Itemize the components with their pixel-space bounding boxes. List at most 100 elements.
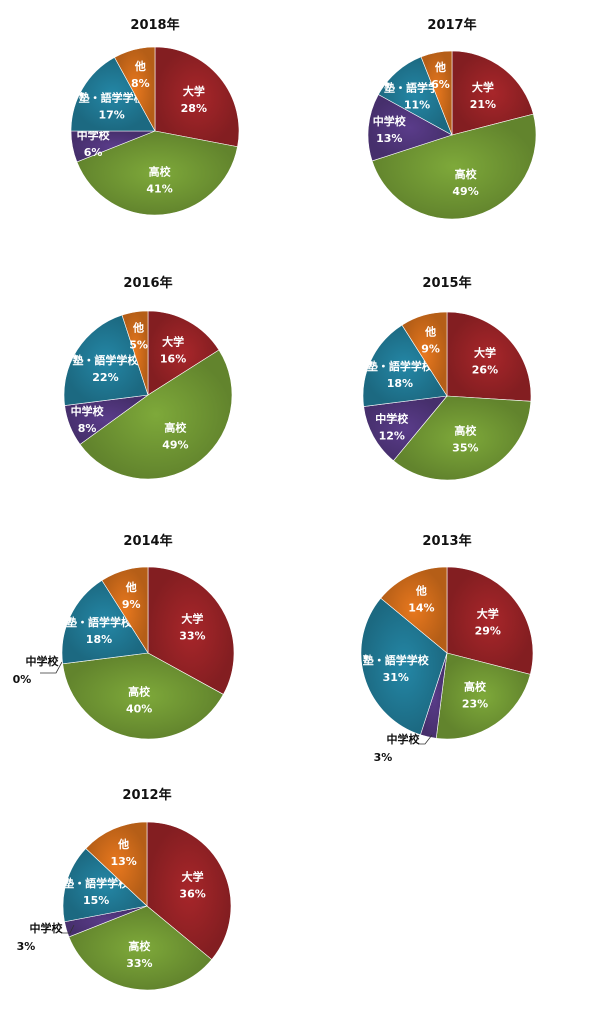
slice-value: 3% — [17, 940, 36, 953]
slice-value: 9% — [122, 598, 141, 611]
slice-label: 中学校 — [77, 128, 111, 142]
pie-slice-other — [121, 310, 149, 396]
slice-value: 22% — [92, 371, 118, 384]
chart-title: 2015年 — [422, 276, 472, 291]
slice-label: 塾・語学学校 — [72, 353, 139, 367]
pie-slice-university — [451, 50, 534, 136]
slice-label: 中学校 — [387, 732, 421, 746]
slice-value: 29% — [475, 624, 501, 637]
pie-slice-high-school — [79, 349, 233, 480]
chart-title: 2013年 — [422, 534, 472, 549]
slice-value: 36% — [179, 888, 205, 901]
slice-label: 大学 — [162, 334, 184, 348]
slice-label: 高校 — [454, 423, 477, 437]
slice-label: 中学校 — [373, 114, 407, 128]
slice-label: 大学 — [182, 870, 204, 884]
slice-label: 他 — [415, 584, 427, 598]
slice-value: 40% — [126, 702, 152, 715]
slice-value: 33% — [179, 630, 205, 643]
slice-label: 大学 — [181, 612, 203, 626]
chart-title: 2012年 — [122, 788, 172, 803]
pie-slice-other — [380, 566, 448, 654]
pie-slice-cram-language-school — [61, 579, 149, 665]
pie-slice-cram-language-school — [62, 848, 148, 923]
slice-value: 9% — [421, 343, 440, 356]
slice-value: 31% — [383, 671, 409, 684]
slice-value: 3% — [374, 751, 393, 764]
pie-chart: 大学 29% 高校 23% 中学校 3% 塾・語学学校 31% 他 14% — [360, 566, 534, 764]
pie-slice-high-school — [393, 395, 532, 481]
slice-value: 18% — [86, 633, 112, 646]
pie-slice-junior-high — [367, 94, 453, 162]
chart-title: 2016年 — [123, 276, 173, 291]
slice-label: 塾・語学学校 — [367, 359, 434, 373]
slice-label: 他 — [424, 325, 436, 339]
slice-label: 中学校 — [375, 411, 409, 425]
slice-value: 33% — [126, 957, 152, 970]
slice-value: 49% — [162, 438, 188, 451]
slice-value: 6% — [84, 146, 103, 159]
pie-slice-high-school — [68, 905, 213, 991]
pie-slice-university — [147, 310, 220, 396]
pie-chart: 大学 26% 高校 35% 中学校 12% 塾・語学学校 18% 他 9% — [362, 311, 532, 481]
chart-title: 2018年 — [130, 18, 180, 33]
pie-slice-cram-language-school — [63, 314, 149, 406]
slice-label: 他 — [434, 60, 446, 74]
slice-label: 高校 — [455, 167, 478, 181]
slice-value: 16% — [160, 352, 186, 365]
slice-label: 中学校 — [26, 654, 60, 668]
pie-slice-university — [154, 46, 240, 148]
leader-line — [40, 661, 63, 674]
slice-label: 他 — [117, 837, 129, 851]
slice-value: 17% — [98, 108, 124, 121]
slice-value: 23% — [462, 697, 488, 710]
slice-value: 6% — [431, 78, 450, 91]
slice-label: 塾・語学学校 — [79, 90, 146, 104]
chart-title: 2014年 — [123, 534, 173, 549]
slice-value: 0% — [13, 673, 32, 686]
slice-value: 28% — [181, 102, 207, 115]
slice-value: 12% — [379, 429, 405, 442]
pie-chart: 大学 33% 高校 40% 中学校 0% 塾・語学学校 18% 他 9% — [13, 566, 235, 740]
pie-slice-cram-language-school — [362, 324, 448, 407]
slice-value: 13% — [110, 855, 136, 868]
slice-label: 中学校 — [71, 404, 105, 418]
pie-chart: 大学 36% 高校 33% 中学校 3% 塾・語学学校 15% 他 13% — [17, 821, 232, 991]
slice-value: 14% — [408, 602, 434, 615]
slice-value: 15% — [83, 894, 109, 907]
slice-value: 8% — [131, 77, 150, 90]
pie-slice-university — [147, 566, 235, 695]
slice-label: 他 — [134, 59, 146, 73]
slice-value: 26% — [472, 363, 498, 376]
slice-label: 大学 — [183, 84, 205, 98]
slice-value: 8% — [78, 422, 97, 435]
slice-label: 高校 — [149, 165, 172, 179]
pie-chart: 大学 16% 高校 49% 中学校 8% 塾・語学学校 22% 他 5% — [63, 310, 233, 480]
leader-line — [61, 924, 75, 934]
pie-slice-junior-high — [363, 395, 448, 462]
slice-label: 塾・語学学校 — [66, 615, 133, 629]
slice-label: 高校 — [464, 679, 487, 693]
pie-chart: 大学 28% 高校 41% 中学校 6% 塾・語学学校 17% 他 8% — [70, 46, 240, 216]
slice-label: 大学 — [474, 345, 496, 359]
pie-slice-other — [401, 311, 448, 398]
slice-value: 41% — [146, 183, 172, 196]
slice-value: 35% — [452, 441, 478, 454]
slice-label: 高校 — [128, 939, 151, 953]
slice-value: 5% — [129, 338, 148, 351]
slice-label: 高校 — [128, 684, 151, 698]
pie-slice-university — [446, 566, 534, 675]
slice-value: 11% — [404, 98, 430, 111]
pie-slice-university — [446, 311, 532, 402]
slice-label: 大学 — [477, 606, 499, 620]
pie-slice-high-school — [76, 130, 238, 216]
slice-value: 13% — [376, 132, 402, 145]
pie-slice-other — [85, 821, 148, 907]
slice-label: 塾・語学学校 — [63, 876, 130, 890]
slice-label: 高校 — [164, 420, 187, 434]
slice-value: 21% — [470, 98, 496, 111]
slice-label: 大学 — [472, 80, 494, 94]
leader-line — [418, 734, 433, 745]
